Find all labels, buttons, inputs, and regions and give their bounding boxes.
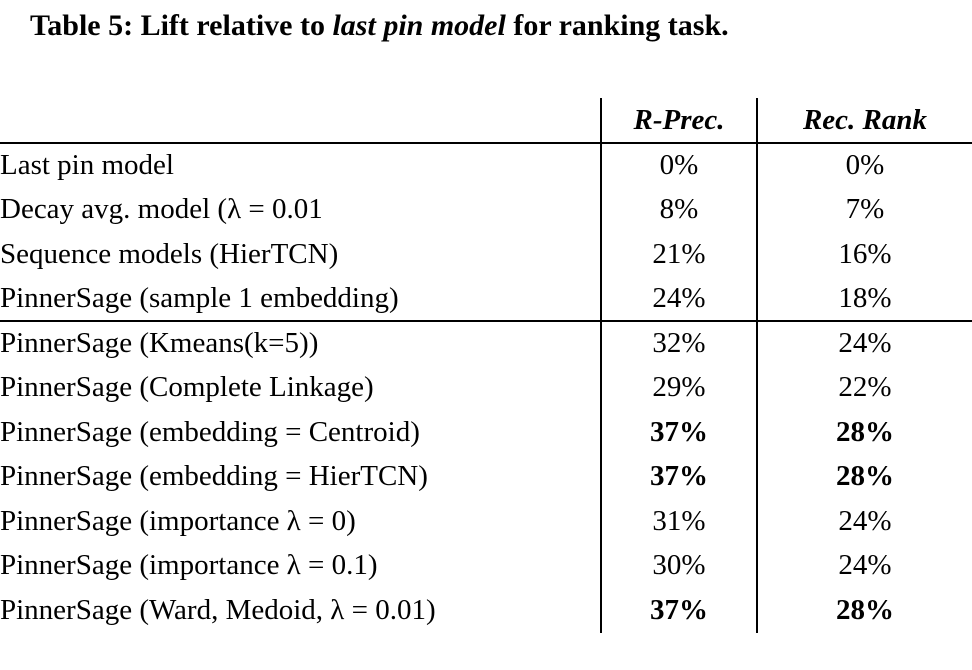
row-label: PinnerSage (Ward, Medoid, λ = 0.01): [0, 588, 602, 633]
rec-rank-value: 0%: [845, 149, 885, 182]
rec-rank-value: 18%: [838, 281, 892, 314]
rec-rank-value: 24%: [838, 327, 892, 360]
rec-rank-value: 7%: [845, 193, 885, 226]
header-row: R-Prec. Rec. Rank: [0, 98, 972, 143]
r-prec-value: 29%: [601, 365, 758, 410]
r-prec-value: 8%: [601, 187, 758, 232]
row-label: PinnerSage (embedding = HierTCN): [0, 454, 602, 499]
table-body: Last pin model 0% 0% Decay avg. model (λ…: [0, 143, 972, 633]
r-prec-value: 37%: [601, 454, 758, 499]
table-row: PinnerSage (importance λ = 0) 31% 24%: [0, 499, 972, 544]
r-prec-value: 21%: [601, 232, 758, 277]
caption-suffix: for ranking task.: [505, 9, 729, 42]
table-row: PinnerSage (embedding = HierTCN) 37% 28%: [0, 454, 972, 499]
header-empty: [0, 98, 602, 143]
table-row: PinnerSage (embedding = Centroid) 37% 28…: [0, 410, 972, 455]
table-caption: Table 5: Lift relative to last pin model…: [0, 0, 972, 46]
rec-rank-value: 24%: [838, 504, 892, 537]
table-row: Last pin model 0% 0%: [0, 143, 972, 188]
rec-rank-value: 28%: [836, 415, 894, 448]
row-label: PinnerSage (embedding = Centroid): [0, 410, 602, 455]
row-label: Last pin model: [0, 143, 602, 188]
table-row: Sequence models (HierTCN) 21% 16%: [0, 232, 972, 277]
table-row: PinnerSage (sample 1 embedding) 24% 18%: [0, 276, 972, 321]
r-prec-value: 24%: [601, 276, 758, 321]
table-row: PinnerSage (Complete Linkage) 29% 22%: [0, 365, 972, 410]
row-label: Decay avg. model (λ = 0.01: [0, 187, 602, 232]
table-row: Decay avg. model (λ = 0.01 8% 7%: [0, 187, 972, 232]
rec-rank-value: 16%: [838, 237, 892, 270]
row-label: PinnerSage (sample 1 embedding): [0, 276, 602, 321]
r-prec-value: 30%: [601, 543, 758, 588]
r-prec-value: 32%: [601, 321, 758, 366]
caption-emphasis: last pin model: [332, 9, 506, 42]
header-rec-rank: Rec. Rank: [802, 103, 928, 136]
r-prec-value: 37%: [601, 410, 758, 455]
table-row: PinnerSage (importance λ = 0.1) 30% 24%: [0, 543, 972, 588]
ranking-lift-table: R-Prec. Rec. Rank Last pin model 0% 0% D…: [0, 98, 972, 633]
row-label: PinnerSage (Kmeans(k=5)): [0, 321, 602, 366]
header-r-prec: R-Prec.: [601, 98, 758, 143]
table-row: PinnerSage (Ward, Medoid, λ = 0.01) 37% …: [0, 588, 972, 633]
r-prec-value: 0%: [601, 143, 758, 188]
r-prec-value: 37%: [601, 588, 758, 633]
table-row: PinnerSage (Kmeans(k=5)) 32% 24%: [0, 321, 972, 366]
table-header: R-Prec. Rec. Rank: [0, 98, 972, 143]
r-prec-value: 31%: [601, 499, 758, 544]
row-label: PinnerSage (importance λ = 0): [0, 499, 602, 544]
row-label: PinnerSage (Complete Linkage): [0, 365, 602, 410]
rec-rank-value: 24%: [838, 549, 892, 582]
caption-prefix: Table 5: Lift relative to: [30, 9, 333, 42]
rec-rank-value: 22%: [838, 371, 892, 404]
row-label: PinnerSage (importance λ = 0.1): [0, 543, 602, 588]
rec-rank-value: 28%: [836, 460, 894, 493]
rec-rank-value: 28%: [836, 593, 894, 626]
row-label: Sequence models (HierTCN): [0, 232, 602, 277]
